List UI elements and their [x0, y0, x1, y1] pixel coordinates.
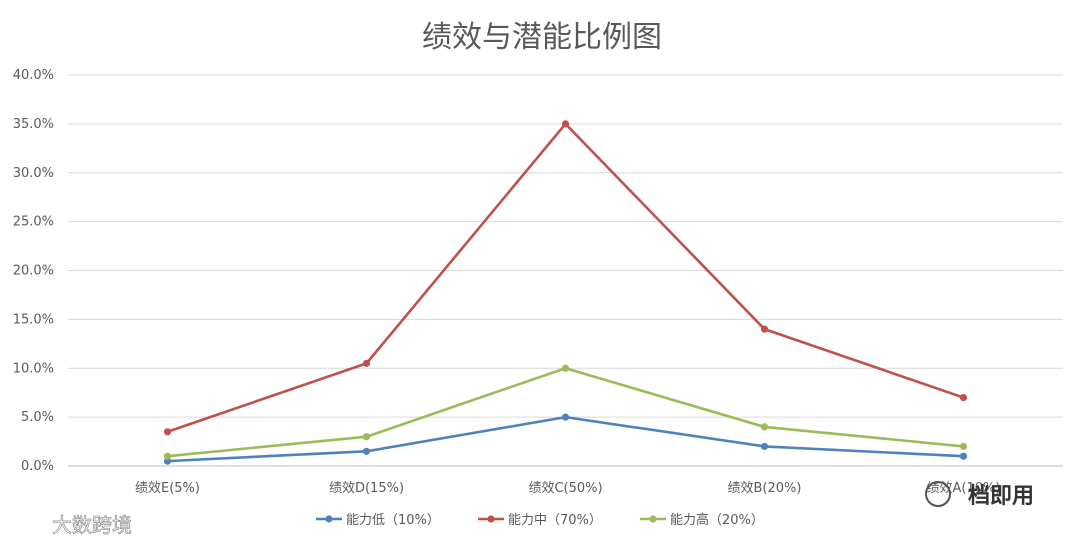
y-tick-label: 10.0%	[13, 361, 54, 376]
legend: 能力低（10%） 能力中（70%） 能力高（20%）	[316, 512, 764, 528]
series-line	[166, 415, 965, 463]
y-tick-label: 25.0%	[13, 215, 54, 230]
y-tick-label: 40.0%	[13, 68, 54, 83]
series-0	[163, 413, 968, 465]
data-point	[760, 442, 769, 451]
x-category-label: 绩效D(15%)	[329, 481, 404, 496]
x-category-label: 绩效B(20%)	[728, 481, 802, 496]
legend-item-1: 能力中（70%）	[478, 513, 602, 528]
legend-swatch-marker	[325, 515, 333, 523]
data-point	[959, 393, 968, 402]
legend-item-2: 能力高（20%）	[640, 512, 764, 528]
x-axis-categories: 绩效E(5%) 绩效D(15%) 绩效C(50%) 绩效B(20%) 绩效A(10%)	[135, 481, 1000, 496]
data-point	[163, 428, 172, 436]
series-line	[166, 122, 965, 434]
legend-swatch-marker	[487, 515, 495, 523]
gridlines	[68, 74, 1063, 467]
watermark-left: 大数跨境	[52, 513, 133, 538]
data-point	[760, 423, 769, 431]
data-point	[362, 447, 371, 455]
legend-item-0: 能力低（10%）	[316, 513, 440, 528]
series-line	[166, 366, 965, 458]
watermark-right-text: 档即用	[968, 484, 1034, 509]
data-point	[959, 442, 968, 451]
data-point	[959, 452, 968, 460]
data-point	[362, 433, 371, 441]
series-2	[163, 364, 968, 460]
x-category-label: 绩效E(5%)	[135, 481, 200, 496]
series-1	[163, 120, 968, 436]
y-tick-label: 15.0%	[13, 312, 54, 327]
wechat-icon	[925, 481, 951, 507]
data-point	[561, 413, 570, 421]
series-group	[163, 120, 968, 465]
data-point	[561, 364, 570, 372]
y-tick-label: 30.0%	[13, 166, 54, 181]
y-tick-label: 20.0%	[13, 264, 54, 279]
data-point	[561, 120, 570, 128]
chart-title: 绩效与潜能比例图	[422, 20, 662, 55]
data-point	[362, 359, 371, 367]
data-point	[760, 325, 769, 333]
watermark-left-text: 大数跨境	[52, 513, 132, 537]
x-category-label: 绩效C(50%)	[528, 481, 602, 496]
legend-label: 能力高（20%）	[670, 512, 764, 528]
y-tick-label: 5.0%	[21, 410, 54, 425]
legend-label: 能力低（10%）	[346, 513, 440, 528]
legend-label: 能力中（70%）	[508, 513, 602, 528]
y-axis-ticks: 0.0% 5.0% 10.0% 15.0% 20.0% 25.0% 30.0% 35.0% 40…	[13, 68, 54, 474]
data-point	[163, 452, 172, 460]
watermark-right: 档即用	[925, 481, 1034, 509]
legend-swatch-marker	[649, 515, 657, 523]
y-tick-label: 35.0%	[13, 117, 54, 132]
y-tick-label: 0.0%	[21, 459, 54, 474]
